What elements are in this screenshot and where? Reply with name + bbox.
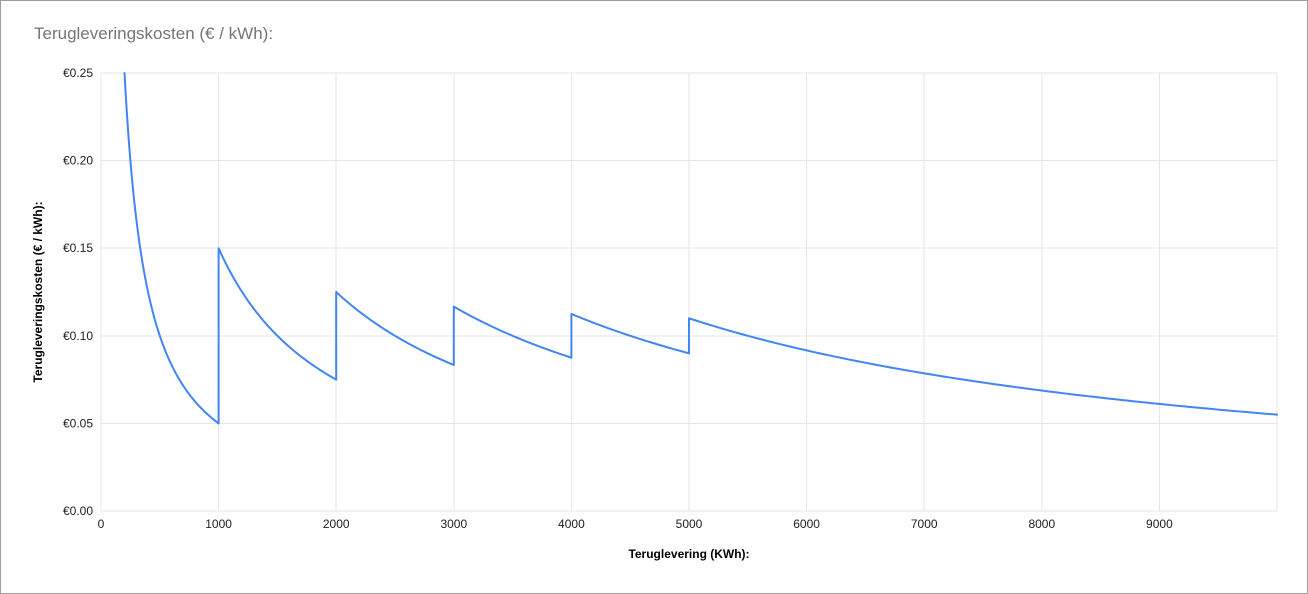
- x-tick-label: 7000: [911, 517, 938, 531]
- y-tick-label: €0.15: [63, 241, 93, 255]
- x-tick-label: 8000: [1028, 517, 1055, 531]
- x-tick-label: 1000: [205, 517, 232, 531]
- y-tick-label: €0.25: [63, 66, 93, 80]
- y-tick-label: €0.10: [63, 329, 93, 343]
- y-tick-label: €0.00: [63, 504, 93, 518]
- x-tick-label: 5000: [676, 517, 703, 531]
- x-tick-label: 3000: [440, 517, 467, 531]
- x-tick-label: 9000: [1146, 517, 1173, 531]
- x-tick-label: 4000: [558, 517, 585, 531]
- x-axis-title: Teruglevering (KWh):: [628, 547, 750, 561]
- x-tick-label: 2000: [323, 517, 350, 531]
- y-tick-label: €0.05: [63, 416, 93, 430]
- y-tick-label: €0.20: [63, 154, 93, 168]
- x-tick-label: 6000: [793, 517, 820, 531]
- chart-title: Terugleveringskosten (€ / kWh):: [34, 24, 274, 43]
- x-tick-label: 0: [98, 517, 105, 531]
- series-line: [123, 72, 1278, 425]
